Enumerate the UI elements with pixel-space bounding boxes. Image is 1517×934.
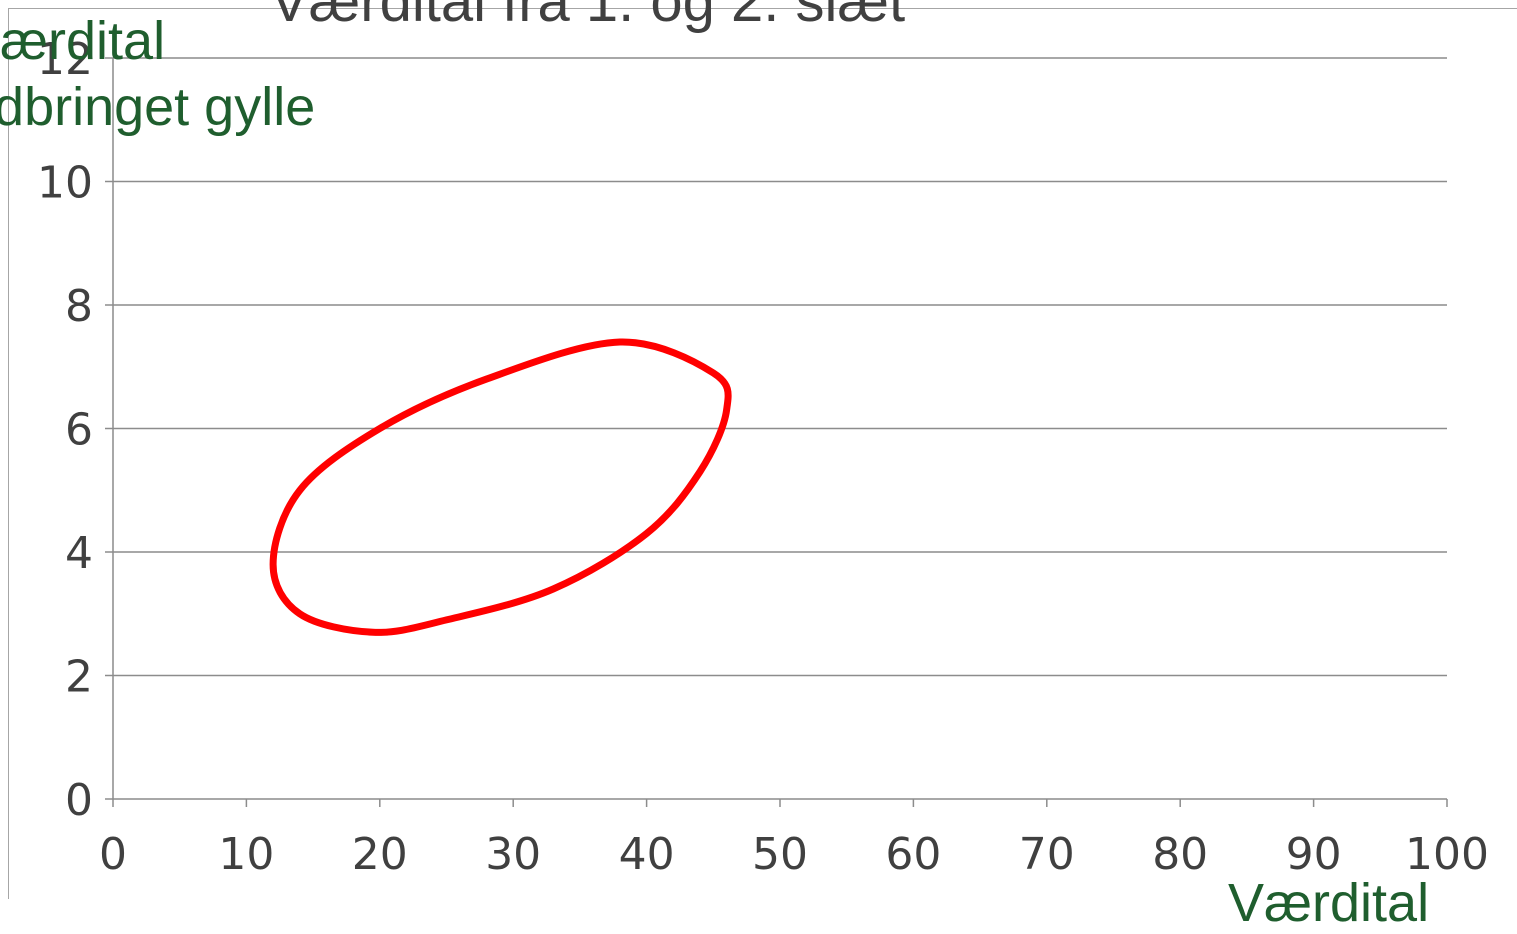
x-tick-label: 90 [1286, 829, 1342, 880]
x-tick-label: 20 [352, 829, 408, 880]
y-axis-label: Værdital udbringet gylle [0, 8, 315, 140]
chart-title: Værdital fra 1. og 2. slæt [270, 0, 906, 34]
ellipse-annotation [269, 338, 732, 636]
y-tick-label: 2 [65, 652, 93, 703]
chart-frame-left-border [8, 8, 9, 899]
x-tick-label: 50 [752, 829, 808, 880]
y-tick-label: 10 [37, 158, 93, 209]
y-axis-label-line-2: udbringet gylle [0, 77, 316, 137]
y-tick-label: 4 [65, 528, 93, 579]
x-tick-label: 10 [218, 829, 274, 880]
x-tick-label: 40 [619, 829, 675, 880]
x-tick-label: 0 [99, 829, 127, 880]
y-axis-label-line-1: Værdital [0, 11, 166, 71]
y-tick-label: 8 [65, 281, 93, 332]
x-tick-label: 60 [885, 829, 941, 880]
y-tick-label: 0 [65, 775, 93, 826]
x-tick-label: 30 [485, 829, 541, 880]
x-tick-label: 80 [1152, 829, 1208, 880]
x-tick-label: 70 [1019, 829, 1075, 880]
x-axis-label: Værdital [1228, 873, 1430, 933]
chart-plot: 0 2 4 6 8 10 12 0 10 20 30 40 50 60 70 80 90 100 [37, 34, 1489, 880]
chart-frame-top-border [8, 8, 1517, 9]
y-tick-label: 6 [65, 405, 93, 456]
y-tick-label: 12 [37, 34, 93, 85]
x-tick-label: 100 [1405, 829, 1489, 880]
